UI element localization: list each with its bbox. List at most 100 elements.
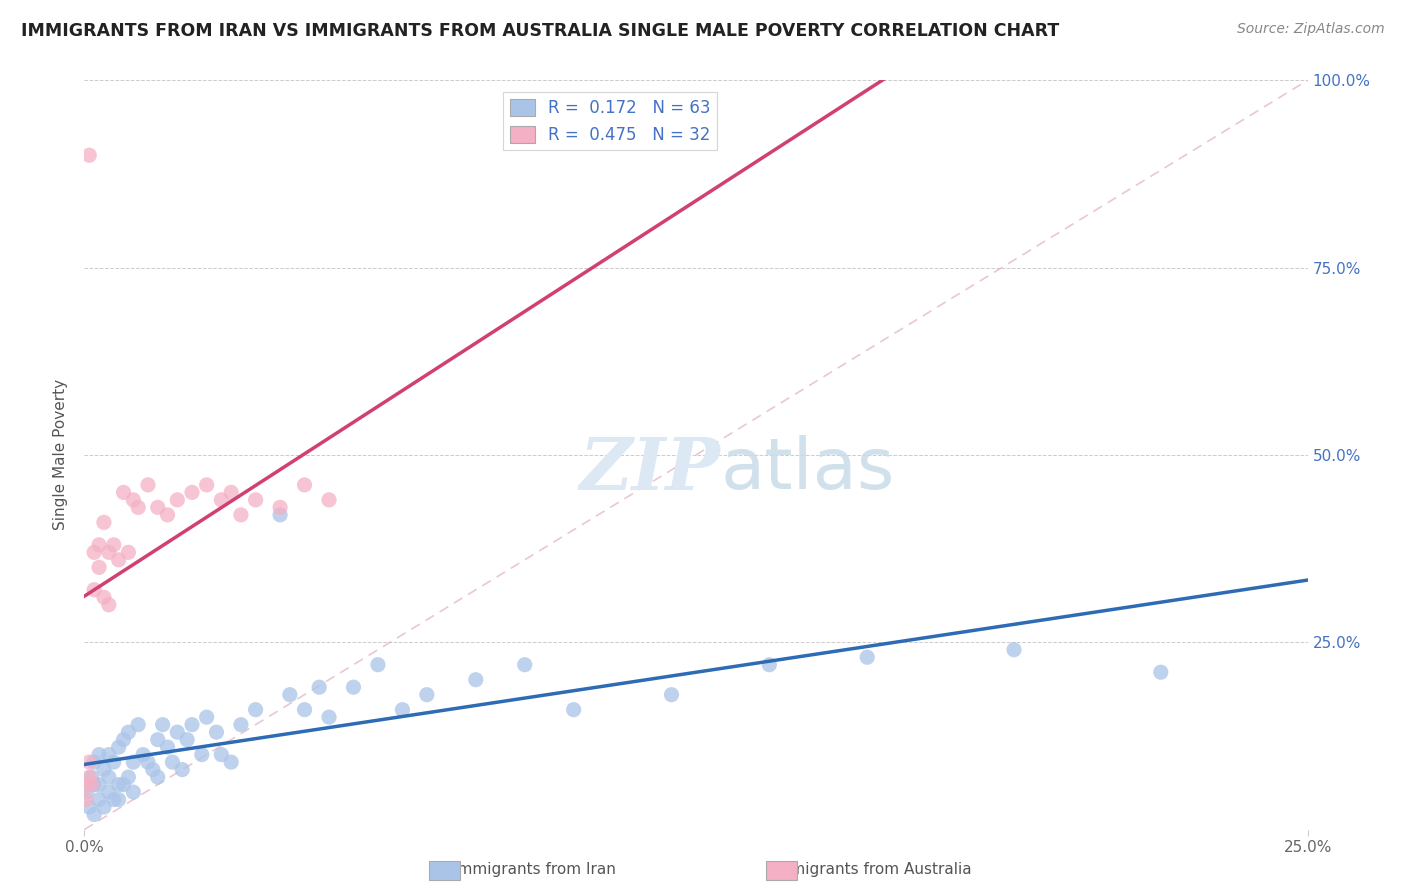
Point [112, 732, 135, 747]
Point [391, 703, 413, 717]
Point [219, 755, 242, 769]
Point [209, 492, 232, 507]
Point [195, 710, 218, 724]
Text: atlas: atlas [720, 435, 894, 504]
Point [269, 508, 291, 522]
Point [112, 485, 135, 500]
Point [162, 755, 184, 769]
Point [97, 598, 120, 612]
Point [93, 591, 115, 605]
Point [103, 538, 125, 552]
Point [77, 755, 100, 769]
Point [77, 148, 100, 162]
Point [1150, 665, 1173, 680]
Point [181, 485, 204, 500]
Point [156, 740, 179, 755]
Point [416, 688, 439, 702]
Point [93, 800, 115, 814]
Point [191, 747, 214, 762]
Point [122, 755, 145, 769]
Point [245, 703, 267, 717]
Point [172, 763, 194, 777]
Point [77, 800, 100, 814]
Point [856, 650, 879, 665]
Point [93, 763, 115, 777]
Point [127, 500, 149, 515]
Point [83, 778, 105, 792]
Point [367, 657, 389, 672]
Point [146, 770, 169, 784]
Point [146, 732, 169, 747]
Point [87, 747, 110, 762]
Point [142, 763, 165, 777]
Point [107, 778, 129, 792]
Point [107, 740, 129, 755]
Point [117, 545, 139, 559]
Point [195, 478, 218, 492]
Point [97, 770, 120, 784]
Point [294, 703, 316, 717]
Point [83, 582, 105, 597]
Point [245, 492, 267, 507]
Point [166, 725, 188, 739]
Point [181, 717, 204, 731]
Point [79, 778, 101, 792]
Point [127, 717, 149, 731]
Point [76, 778, 98, 792]
Text: Immigrants from Australia: Immigrants from Australia [772, 863, 972, 877]
Point [205, 725, 228, 739]
Point [176, 732, 198, 747]
Point [107, 792, 129, 806]
Point [83, 807, 105, 822]
Point [136, 755, 159, 769]
Point [80, 778, 103, 792]
Point [156, 508, 179, 522]
Point [562, 703, 585, 717]
Point [97, 747, 120, 762]
Text: Immigrants from Iran: Immigrants from Iran [453, 863, 616, 877]
Point [77, 770, 100, 784]
Point [107, 553, 129, 567]
Point [83, 545, 105, 559]
Point [294, 478, 316, 492]
Point [229, 717, 252, 731]
Point [76, 785, 98, 799]
Point [93, 516, 115, 530]
Point [87, 560, 110, 574]
Point [269, 500, 291, 515]
Point [308, 680, 330, 694]
Point [103, 755, 125, 769]
Point [513, 657, 536, 672]
Point [758, 657, 780, 672]
Text: IMMIGRANTS FROM IRAN VS IMMIGRANTS FROM AUSTRALIA SINGLE MALE POVERTY CORRELATIO: IMMIGRANTS FROM IRAN VS IMMIGRANTS FROM … [21, 22, 1059, 40]
Point [219, 485, 242, 500]
Point [661, 688, 683, 702]
Point [97, 545, 120, 559]
Point [97, 785, 120, 799]
Point [117, 725, 139, 739]
Point [152, 717, 174, 731]
Point [342, 680, 364, 694]
Point [112, 778, 135, 792]
Point [122, 492, 145, 507]
Point [209, 747, 232, 762]
Point [117, 770, 139, 784]
Point [229, 508, 252, 522]
Point [278, 688, 301, 702]
Point [1002, 642, 1025, 657]
Legend: R =  0.172   N = 63, R =  0.475   N = 32: R = 0.172 N = 63, R = 0.475 N = 32 [503, 93, 717, 151]
Point [132, 747, 155, 762]
Point [318, 492, 340, 507]
Point [87, 792, 110, 806]
Point [464, 673, 486, 687]
Point [146, 500, 169, 515]
Point [87, 778, 110, 792]
Point [122, 785, 145, 799]
Point [75, 792, 97, 806]
Point [318, 710, 340, 724]
Point [136, 478, 159, 492]
Text: ZIP: ZIP [579, 434, 720, 506]
Point [83, 755, 105, 769]
Point [80, 770, 103, 784]
Y-axis label: Single Male Poverty: Single Male Poverty [53, 379, 69, 531]
